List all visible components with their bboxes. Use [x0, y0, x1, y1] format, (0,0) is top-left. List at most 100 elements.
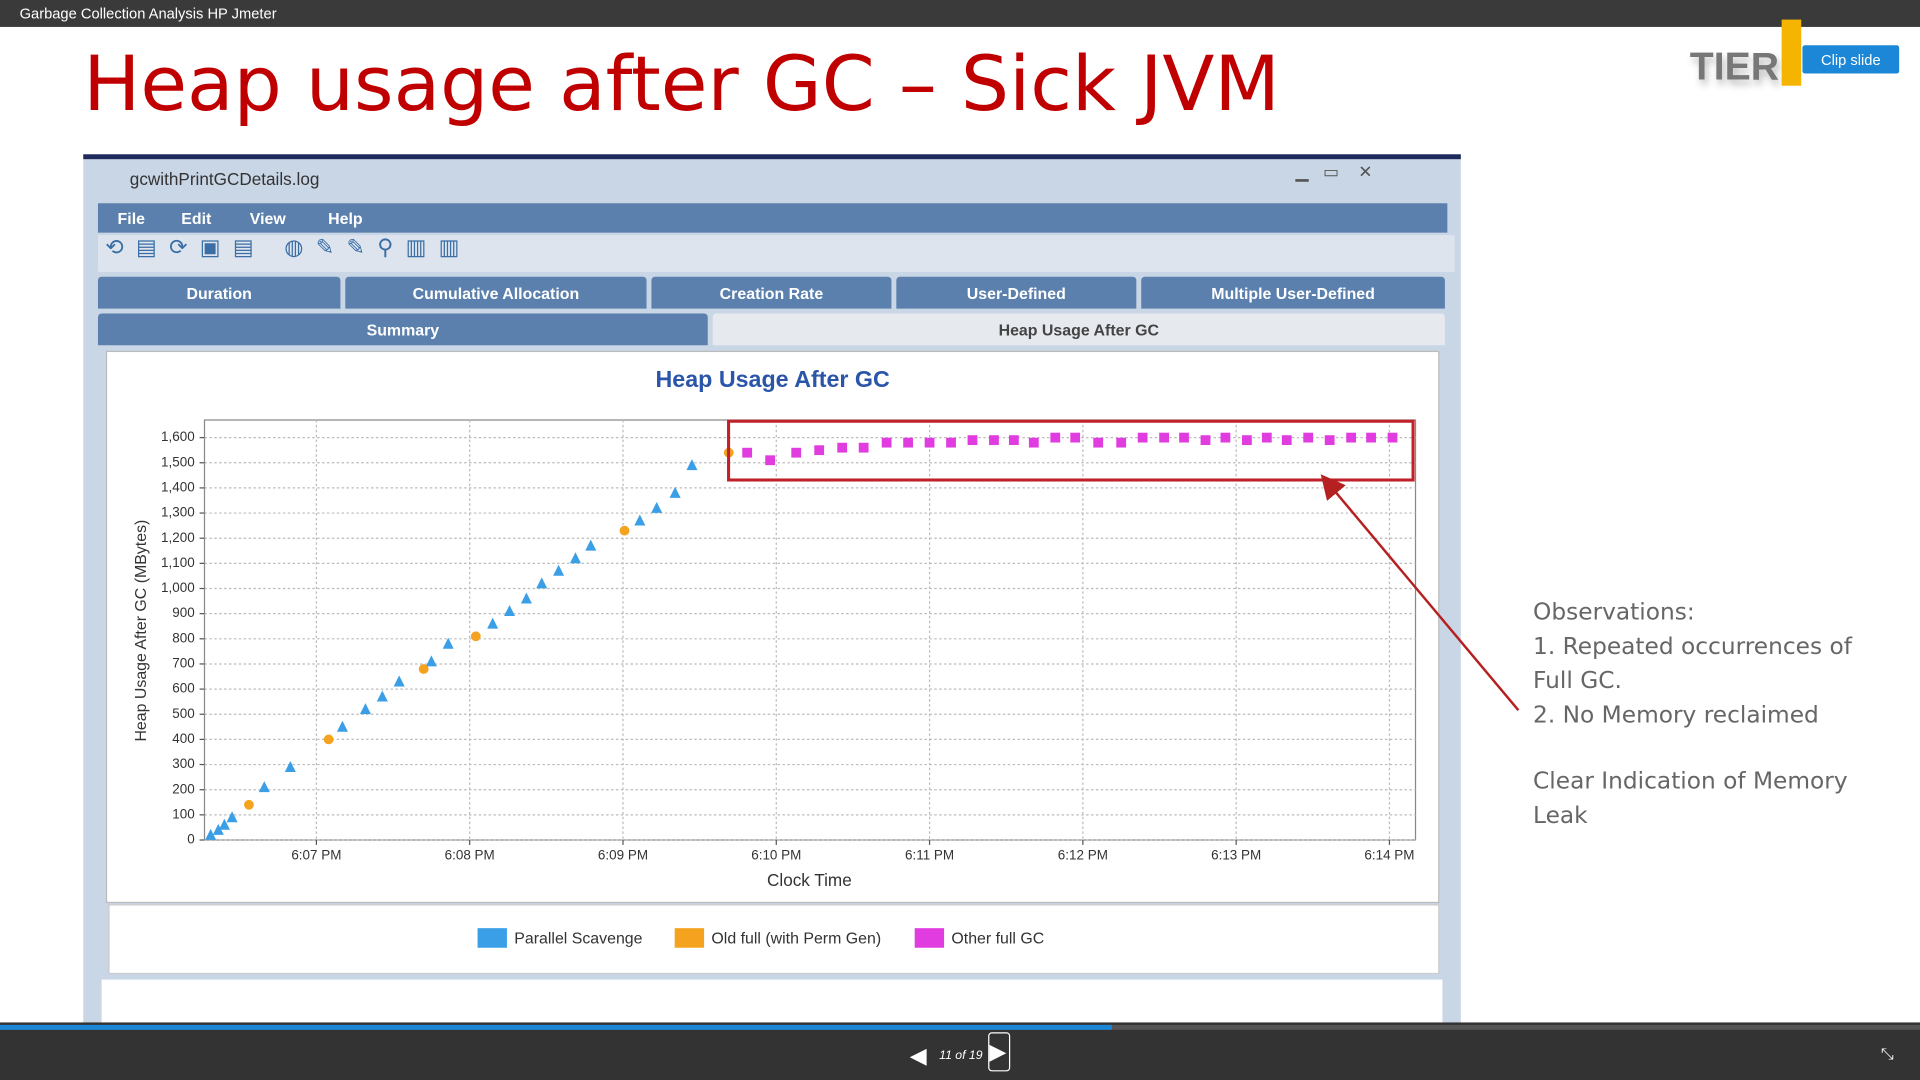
menu-bar: File Edit View Help [97, 203, 1448, 233]
data-point [1281, 435, 1292, 446]
slide-title: Heap usage after GC – Sick JVM [83, 39, 1280, 129]
y-tick-label: 300 [172, 756, 194, 771]
data-point [536, 577, 548, 589]
legend-label: Other full GC [951, 930, 1044, 947]
data-point [1261, 432, 1272, 443]
x-axis-label: Clock Time [767, 870, 852, 890]
data-point [336, 720, 348, 732]
y-tick-label: 400 [172, 731, 194, 746]
data-point [1179, 432, 1189, 443]
data-point [553, 564, 565, 576]
y-tick-label: 1,400 [161, 479, 195, 494]
data-point [418, 664, 429, 674]
data-point [487, 617, 499, 629]
y-tick-label: 700 [172, 656, 194, 671]
data-point [791, 447, 802, 458]
logo: TIER [1689, 44, 1780, 89]
data-point [989, 435, 999, 446]
data-point [226, 811, 238, 823]
data-point [425, 655, 437, 667]
data-point [258, 781, 270, 793]
data-point [1093, 437, 1104, 448]
menu-item[interactable]: Edit [181, 209, 212, 228]
y-tick-label: 1,500 [161, 454, 195, 469]
window-controls[interactable]: ▁ ▭ ✕ [1295, 161, 1373, 182]
tab[interactable]: Creation Rate [651, 276, 892, 309]
tab[interactable]: Duration [97, 276, 341, 309]
legend-swatch [674, 928, 705, 948]
x-tick-label: 6:09 PM [598, 847, 648, 862]
legend-label: Old full (with Perm Gen) [711, 930, 881, 947]
y-tick-label: 1,600 [161, 429, 195, 444]
data-point [1159, 432, 1170, 443]
tab[interactable]: Multiple User-Defined [1141, 276, 1445, 309]
x-tick-label: 6:12 PM [1058, 847, 1108, 862]
data-point [1008, 435, 1019, 446]
page-indicator: 11 of 19 [939, 1049, 983, 1063]
data-point [881, 437, 892, 448]
legend-swatch [914, 928, 945, 948]
player-bar: ◀ 11 of 19 ▶ ⤡ [0, 1022, 1920, 1080]
x-tick-label: 6:07 PM [291, 847, 341, 862]
y-tick-label: 900 [172, 605, 194, 620]
menu-item[interactable]: Help [328, 209, 363, 228]
data-point [619, 525, 630, 536]
next-button[interactable]: ▶ [988, 1032, 1011, 1072]
data-point [967, 435, 978, 446]
prev-button[interactable]: ◀ [909, 1043, 927, 1068]
x-tick-label: 6:08 PM [445, 847, 495, 862]
observation-text: 1. Repeated occurrences of Full GC. [1533, 633, 1852, 695]
legend-box [108, 904, 1440, 975]
data-point [1303, 432, 1314, 443]
data-point [284, 760, 296, 772]
data-point [1070, 432, 1081, 443]
tab[interactable]: User-Defined [896, 276, 1137, 309]
data-point [504, 605, 516, 617]
legend-label: Parallel Scavenge [514, 930, 642, 947]
data-point [903, 437, 914, 448]
data-point [924, 437, 935, 448]
subtab[interactable]: Heap Usage After GC [712, 313, 1445, 346]
annotation-arrow [1320, 474, 1520, 711]
data-point [858, 442, 869, 453]
highlight-box [727, 419, 1415, 482]
data-point [1241, 435, 1252, 446]
data-point [205, 828, 217, 840]
data-point [1050, 432, 1061, 443]
data-point [669, 486, 681, 498]
data-point [946, 437, 956, 448]
data-point [569, 552, 581, 564]
data-point [323, 734, 334, 745]
menu-item[interactable]: View [249, 209, 286, 228]
plot-area [203, 419, 1417, 841]
progress-fill[interactable] [0, 1024, 1112, 1030]
x-tick-label: 6:13 PM [1211, 847, 1261, 862]
data-point [634, 514, 646, 526]
legend-swatch [477, 928, 507, 948]
data-point [470, 631, 481, 642]
clip-slide-button[interactable]: Clip slide [1802, 45, 1900, 74]
y-axis-label: Heap Usage After GC (MBytes) [133, 520, 150, 742]
y-tick-label: 600 [172, 681, 194, 696]
data-point [837, 442, 848, 453]
toolbar[interactable]: ⟲▤⟳▣▤ ◍✎✎⚲▥▥ [97, 235, 1455, 272]
y-tick-label: 800 [172, 630, 194, 645]
data-point [442, 637, 454, 649]
tab[interactable]: Cumulative Allocation [345, 276, 647, 309]
logo-mark [1781, 19, 1802, 86]
subtab[interactable]: Summary [97, 313, 708, 346]
x-tick-label: 6:10 PM [751, 847, 801, 862]
y-tick-label: 1,300 [161, 505, 195, 520]
y-tick-label: 100 [172, 806, 194, 821]
y-tick-label: 1,200 [161, 530, 195, 545]
data-point [212, 823, 224, 835]
y-tick-label: 0 [187, 832, 194, 847]
y-tick-label: 1,000 [161, 580, 195, 595]
panel-bottom [101, 979, 1443, 1023]
fullscreen-button[interactable]: ⤡ [1880, 1044, 1894, 1063]
observations: Observations: 1. Repeated occurrences of… [1533, 595, 1876, 833]
menu-item[interactable]: File [117, 209, 145, 228]
chart-title: Heap Usage After GC [656, 366, 890, 392]
data-point [1220, 432, 1231, 443]
